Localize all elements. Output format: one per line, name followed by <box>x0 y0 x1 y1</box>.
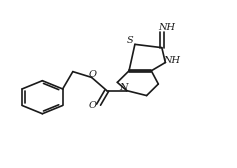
Text: NH: NH <box>159 23 175 32</box>
Text: NH: NH <box>163 56 180 65</box>
Text: S: S <box>126 36 133 45</box>
Text: O: O <box>88 101 96 110</box>
Text: N: N <box>120 83 128 92</box>
Text: O: O <box>88 70 96 79</box>
